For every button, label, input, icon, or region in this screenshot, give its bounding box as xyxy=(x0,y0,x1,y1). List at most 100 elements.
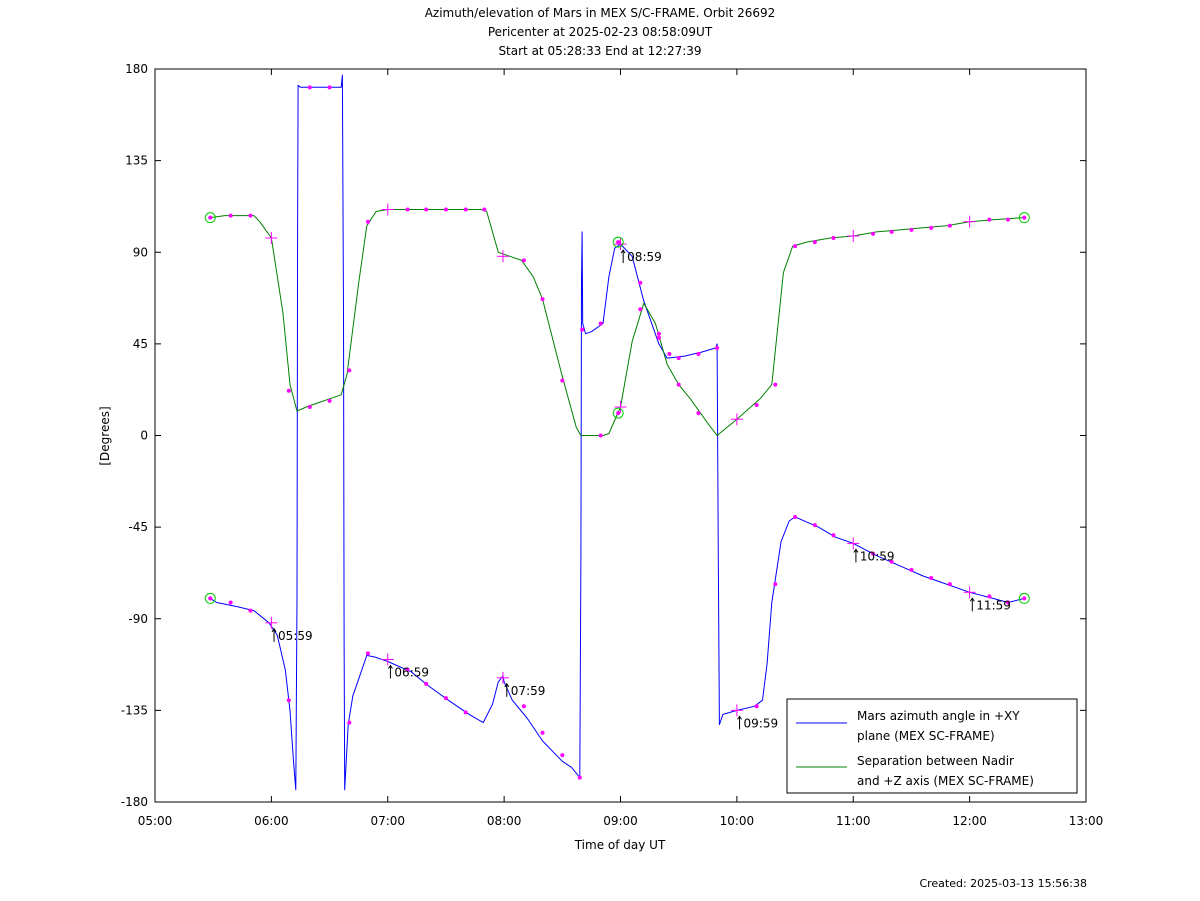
x-tick-label: 12:00 xyxy=(952,814,987,828)
time-annotation: 07:59 xyxy=(504,682,546,698)
time-annotation: 10:59 xyxy=(853,548,895,563)
data-point-marker xyxy=(871,231,876,236)
hour-plus-marker xyxy=(730,413,743,426)
data-point-marker xyxy=(831,533,836,538)
y-tick-label: -135 xyxy=(121,703,148,717)
extremum-circle-marker xyxy=(1018,212,1030,224)
created-timestamp: Created: 2025-03-13 15:56:38 xyxy=(919,877,1087,890)
data-point-marker xyxy=(656,335,661,340)
data-point-marker xyxy=(248,213,253,218)
time-annotation-label: 11:59 xyxy=(976,598,1011,612)
y-tick-label: -90 xyxy=(128,612,148,626)
data-point-marker xyxy=(580,327,585,332)
data-point-marker xyxy=(696,411,701,416)
data-point-marker xyxy=(560,378,565,383)
time-annotation-label: 05:59 xyxy=(278,629,313,643)
data-point-marker xyxy=(286,698,291,703)
y-tick-label: 135 xyxy=(125,154,148,168)
time-annotation-label: 07:59 xyxy=(511,684,546,698)
y-tick-label: 180 xyxy=(125,62,148,76)
axis-ticks: 05:00 06:00 07:00 08:00 09:00 10:00 11:00 12:00… xyxy=(121,62,1104,828)
data-point-marker xyxy=(1006,217,1011,222)
hour-plus-marker xyxy=(963,215,976,228)
data-point-marker xyxy=(667,352,672,357)
time-annotation: 08:59 xyxy=(620,249,662,264)
data-point-marker xyxy=(793,244,798,249)
data-point-marker xyxy=(676,356,681,361)
data-point-marker xyxy=(889,229,894,234)
x-tick-label: 11:00 xyxy=(836,814,871,828)
annotation-layer: 05:59 06:59 07:59 08:59 09:59 10:59 11:59 xyxy=(271,249,1011,730)
series-layer xyxy=(210,74,1025,791)
time-annotation-label: 06:59 xyxy=(394,665,429,679)
data-point-marker xyxy=(871,551,876,556)
data-point-marker xyxy=(482,207,487,212)
chart-title: Azimuth/elevation of Mars in MEX S/C-FRA… xyxy=(425,6,776,58)
data-point-marker xyxy=(909,567,914,572)
x-tick-label: 10:00 xyxy=(720,814,755,828)
data-point-marker xyxy=(754,402,759,407)
data-point-marker xyxy=(307,404,312,409)
data-point-marker xyxy=(228,600,233,605)
data-point-marker xyxy=(365,219,370,224)
time-annotation-label: 08:59 xyxy=(627,250,662,264)
data-point-marker xyxy=(929,576,934,581)
data-point-marker xyxy=(947,223,952,228)
y-tick-label: 0 xyxy=(140,429,148,443)
y-tick-label: 90 xyxy=(133,245,148,259)
data-point-marker xyxy=(773,582,778,587)
data-point-marker xyxy=(987,594,992,599)
hour-plus-marker xyxy=(963,586,976,599)
title-line-1: Azimuth/elevation of Mars in MEX S/C-FRA… xyxy=(425,6,776,20)
data-point-marker xyxy=(208,215,213,220)
legend-label-separation-1: Separation between Nadir xyxy=(857,754,1014,768)
data-point-marker xyxy=(1022,215,1027,220)
time-annotation-label: 09:59 xyxy=(744,716,779,730)
data-point-marker xyxy=(793,514,798,519)
data-point-marker xyxy=(463,710,468,715)
data-point-marker xyxy=(812,523,817,528)
data-point-marker xyxy=(638,307,643,312)
time-annotation: 05:59 xyxy=(271,627,313,643)
data-point-marker xyxy=(540,297,545,302)
extremum-circle-marker xyxy=(204,592,216,604)
series-line-azimuth xyxy=(210,74,1025,791)
y-tick-label: -45 xyxy=(128,520,148,534)
data-point-marker xyxy=(676,382,681,387)
data-point-marker xyxy=(443,207,448,212)
legend-label-separation-2: and +Z axis (MEX SC-FRAME) xyxy=(857,774,1034,788)
data-point-marker xyxy=(365,651,370,656)
data-point-marker xyxy=(463,207,468,212)
x-tick-label: 07:00 xyxy=(370,814,405,828)
extremum-circle-marker xyxy=(204,212,216,224)
data-point-marker xyxy=(812,240,817,245)
data-point-marker xyxy=(1022,596,1027,601)
data-point-marker xyxy=(347,720,352,725)
hour-plus-marker xyxy=(847,229,860,242)
data-point-marker xyxy=(521,258,526,263)
data-point-marker xyxy=(327,85,332,90)
x-tick-label: 06:00 xyxy=(254,814,289,828)
time-annotation-label: 10:59 xyxy=(860,549,895,563)
data-point-marker xyxy=(598,321,603,326)
hour-plus-marker xyxy=(265,616,278,629)
hour-plus-marker xyxy=(496,250,509,263)
data-point-marker xyxy=(616,411,621,416)
y-tick-label: 45 xyxy=(133,337,148,351)
data-point-marker xyxy=(443,696,448,701)
data-point-marker xyxy=(560,753,565,758)
x-tick-label: 09:00 xyxy=(603,814,638,828)
data-point-marker xyxy=(347,368,352,373)
title-line-2: Pericenter at 2025-02-23 08:58:09UT xyxy=(488,25,713,39)
hour-plus-marker xyxy=(847,537,860,550)
x-tick-label: 13:00 xyxy=(1069,814,1104,828)
hour-plus-marker xyxy=(381,203,394,216)
hour-plus-marker xyxy=(614,238,627,251)
x-tick-label: 08:00 xyxy=(487,814,522,828)
data-point-marker xyxy=(208,596,213,601)
y-tick-label: -180 xyxy=(121,795,148,809)
time-annotation: 09:59 xyxy=(737,715,779,730)
data-point-marker xyxy=(773,382,778,387)
data-point-marker xyxy=(521,704,526,709)
legend-box xyxy=(786,698,1078,794)
